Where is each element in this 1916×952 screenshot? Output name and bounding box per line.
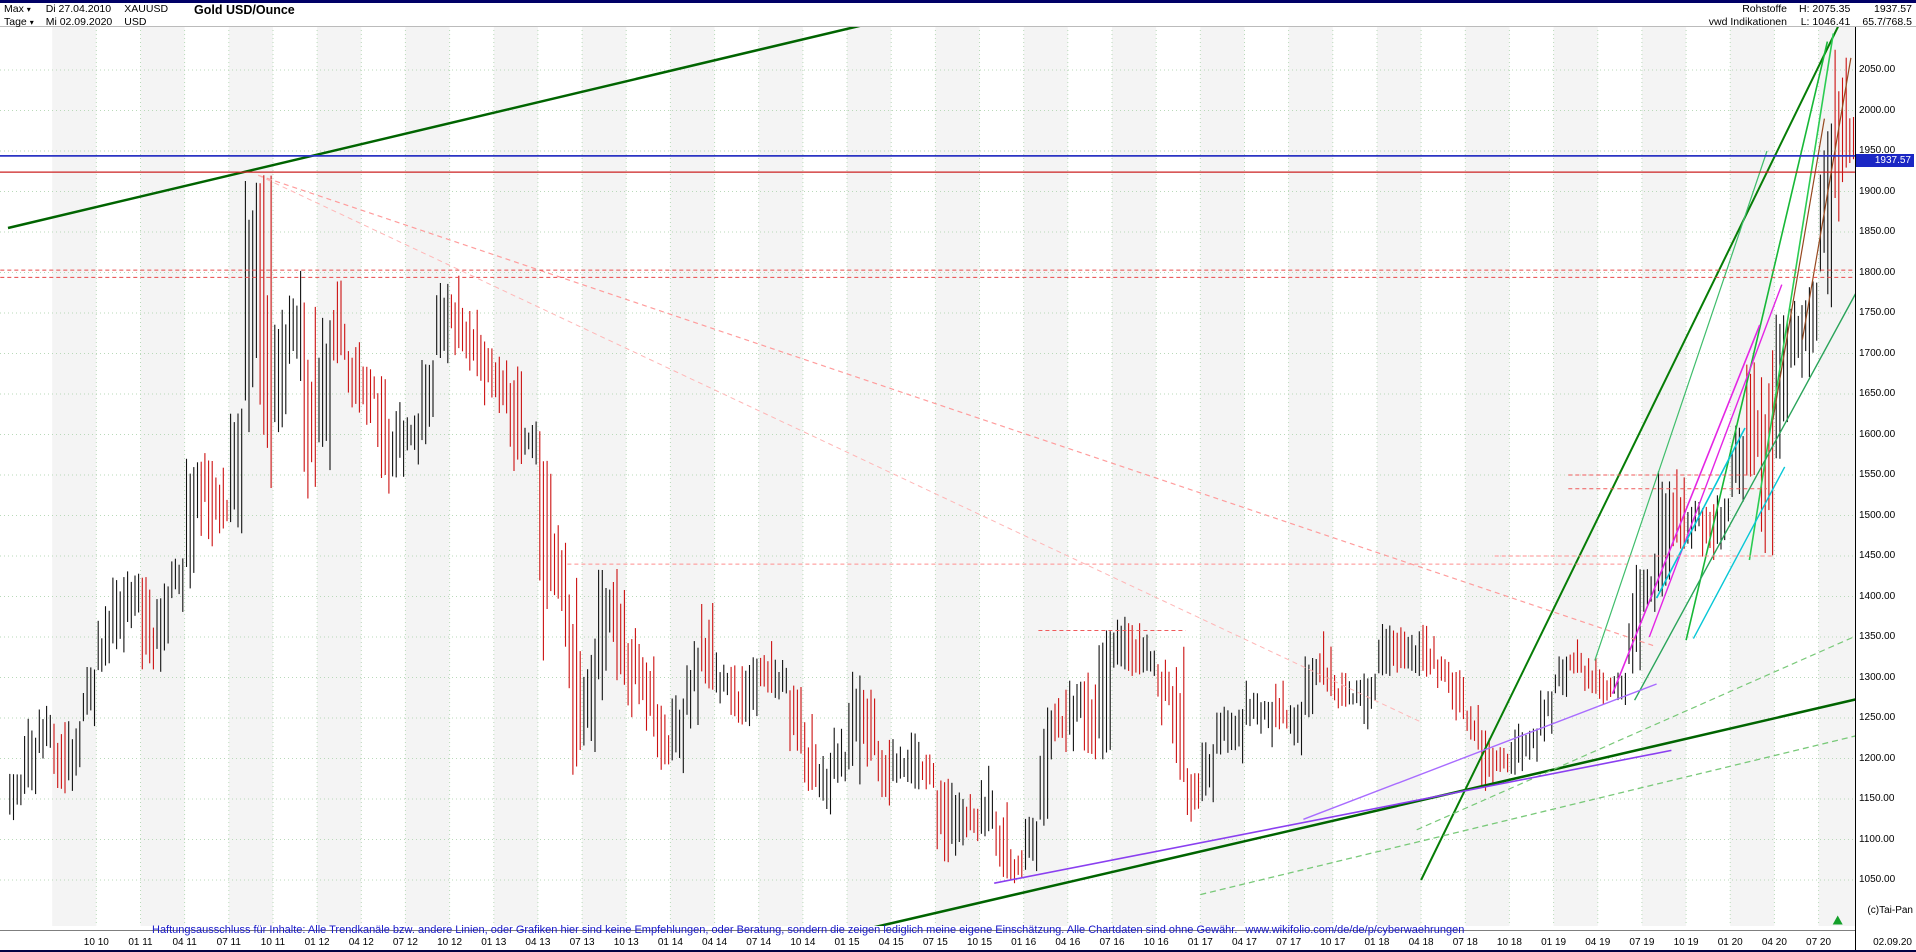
price-tick-label: 1100.00 (1859, 833, 1895, 845)
period-low: L: 1046.41 (1800, 15, 1851, 28)
date-tick-label: 10 13 (613, 937, 639, 948)
date-tick-label: 04 19 (1585, 937, 1611, 948)
date-tick-label: 07 17 (1276, 937, 1302, 948)
chart-header: Max ▾ Tage ▾ Di 27.04.2010 Mi 02.09.2020… (0, 3, 1916, 27)
price-tick-label: 1600.00 (1859, 428, 1896, 440)
date-tick-label: 10 15 (967, 937, 993, 948)
price-tick-label: 1150.00 (1859, 793, 1895, 804)
period-selector[interactable]: Tage ▾ (4, 15, 34, 29)
date-tick-label: 07 13 (569, 937, 595, 948)
date-tick-label: 10 17 (1320, 937, 1346, 948)
date-tick-label: 04 15 (878, 937, 904, 948)
price-tick-label: 1400.00 (1859, 590, 1896, 602)
price-tick-label: 1450.00 (1859, 550, 1896, 561)
date-tick-label: 01 18 (1364, 937, 1390, 948)
date-tick-label: 10 18 (1496, 937, 1522, 948)
disclaimer: Haftungsausschluss für Inhalte: Alle Tre… (152, 924, 1464, 936)
period-high: H: 2075.35 (1798, 3, 1851, 15)
category-label: Rohstoffe (1742, 3, 1787, 15)
date-tick-label: 01 16 (1011, 937, 1037, 948)
period-label: Tage (4, 15, 27, 28)
date-tick-label: 01 15 (834, 937, 860, 948)
currency-code: USD (124, 15, 147, 28)
price-tick-label: 1500.00 (1859, 509, 1896, 521)
price-tick-label: 1350.00 (1859, 631, 1896, 642)
date-tick-label: 10 19 (1673, 937, 1699, 948)
price-tick-label: 1550.00 (1859, 469, 1896, 480)
price-tick-label: 1050.00 (1859, 874, 1896, 885)
date-tick-label: 07 11 (216, 937, 241, 948)
end-date: Mi 02.09.2020 (45, 15, 113, 28)
date-tick-label: 07 18 (1452, 937, 1478, 948)
price-tick-label: 1300.00 (1859, 671, 1896, 683)
price-tick-label: 2050.00 (1859, 64, 1896, 75)
price-tick-label: 1950.00 (1859, 145, 1896, 156)
window-bottom-border (0, 950, 1916, 952)
last-price-tag: 1937.57 (1856, 154, 1914, 168)
chevron-down-icon: ▾ (29, 17, 34, 27)
symbol-code: XAUUSD (124, 3, 169, 15)
date-tick-label: 10 16 (1143, 937, 1169, 948)
date-tick-label: 01 14 (657, 937, 683, 948)
date-tick-label: 01 13 (481, 937, 507, 948)
date-tick-label: 07 20 (1806, 937, 1832, 948)
instrument-title: Gold USD/Ounce (194, 3, 295, 17)
date-tick-label: 04 18 (1408, 937, 1434, 948)
last-date-label: 02.09.20 (1873, 937, 1912, 948)
date-tick-label: 01 20 (1717, 937, 1743, 948)
start-date: Di 27.04.2010 (45, 3, 112, 15)
last-price: 1937.57 (1874, 3, 1912, 15)
window-top-border (0, 0, 1916, 3)
date-tick-label: 10 12 (437, 937, 463, 948)
disclaimer-text: Haftungsausschluss für Inhalte: Alle Tre… (152, 924, 1238, 936)
price-tick-label: 1850.00 (1859, 226, 1896, 237)
price-tick-label: 1650.00 (1859, 388, 1896, 399)
date-tick-label: 04 14 (702, 937, 728, 948)
price-tick-label: 1250.00 (1859, 712, 1896, 723)
range-label: Max (4, 3, 24, 15)
date-tick-label: 07 19 (1629, 937, 1655, 948)
price-tick-label: 1200.00 (1859, 752, 1896, 764)
date-tick-label: 04 20 (1761, 937, 1787, 948)
copyright-label: (c)Tai-Pan (1867, 905, 1913, 916)
date-tick-label: 07 16 (1099, 937, 1125, 948)
date-tick-label: 04 16 (1055, 937, 1081, 948)
price-tick-label: 1800.00 (1859, 266, 1896, 278)
range-info: 65.7/768.5 (1862, 15, 1912, 28)
date-tick-label: 04 12 (348, 937, 374, 948)
date-tick-label: 07 14 (746, 937, 772, 948)
date-tick-label: 04 13 (525, 937, 551, 948)
date-tick-label: 07 12 (392, 937, 418, 948)
date-tick-label: 07 15 (922, 937, 948, 948)
date-tick-label: 01 12 (304, 937, 330, 948)
date-tick-label: 10 11 (260, 937, 286, 948)
date-tick-label: 01 19 (1541, 937, 1567, 948)
date-tick-label: 01 11 (128, 937, 153, 948)
chevron-down-icon: ▾ (26, 5, 31, 14)
price-tick-label: 1750.00 (1859, 307, 1896, 318)
date-tick-label: 01 17 (1187, 937, 1213, 948)
wikifolio-link[interactable]: www.wikifolio.com/de/de/p/cyberwaehrunge… (1245, 924, 1465, 936)
price-tick-label: 1700.00 (1859, 347, 1896, 359)
quote-source: vwd Indikationen (1708, 15, 1787, 28)
date-tick-label: 04 11 (172, 937, 197, 948)
date-tick-label: 10 14 (790, 937, 816, 948)
date-tick-label: 04 17 (1231, 937, 1257, 948)
range-selector[interactable]: Max ▾ (4, 3, 34, 16)
date-tick-label: 10 10 (83, 937, 109, 948)
price-tick-label: 2000.00 (1859, 104, 1896, 116)
price-tick-label: 1900.00 (1859, 185, 1896, 197)
